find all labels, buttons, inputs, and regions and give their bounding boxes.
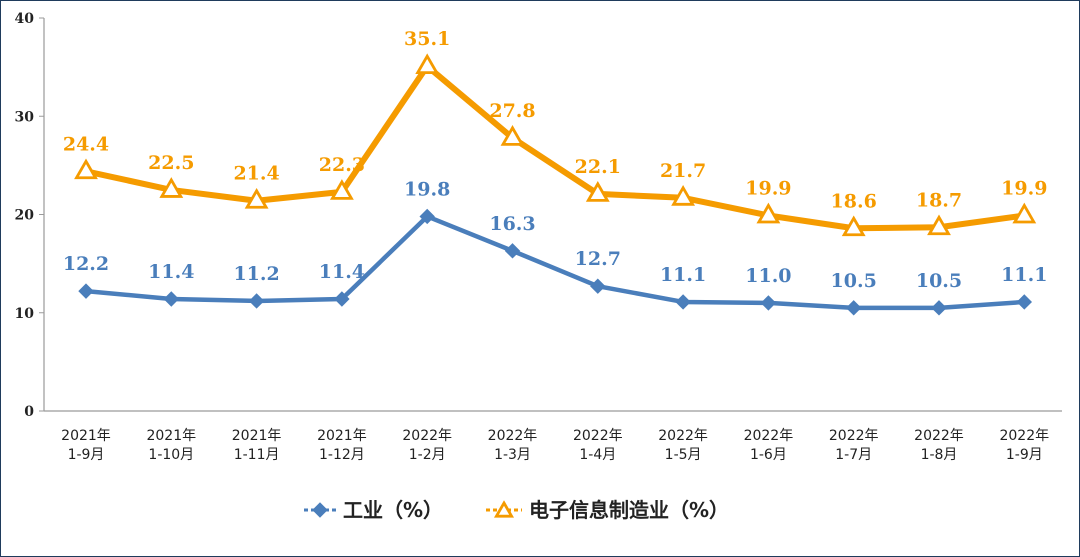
data-point-marker [419,208,435,225]
legend-marker-triangle [493,500,515,518]
legend-item-electronics: 电子信息制造业（%） [486,498,729,522]
data-label: 27.8 [489,100,535,122]
data-point-marker [504,243,521,259]
data-point-marker [74,158,98,180]
data-label: 11.1 [1001,264,1047,286]
data-label: 21.7 [660,160,706,182]
data-label: 22.1 [575,156,621,178]
x-tick-label: 2022年 1-9月 [999,428,1049,463]
x-tick-label: 2022年 1-2月 [402,428,452,463]
legend-label: 电子信息制造业（%） [529,498,729,522]
data-point-marker [78,283,94,299]
data-label: 22.3 [319,154,365,176]
data-point-marker [671,184,696,206]
y-tick-label: 20 [15,208,35,224]
data-point-marker [163,291,180,307]
data-point-marker [248,293,265,309]
data-label: 10.5 [916,270,962,292]
y-tick-label: 10 [15,306,35,322]
data-point-marker [500,125,525,146]
legend-item-industry: 工业（%） [304,498,443,522]
data-point-marker [585,181,610,202]
x-tick-label: 2022年 1-4月 [573,428,623,463]
x-tick-label: 2021年 1-10月 [146,428,196,463]
data-point-marker [931,300,947,316]
data-point-marker [675,294,691,310]
y-tick-label: 0 [24,404,34,420]
x-tick-label: 2022年 1-5月 [658,428,708,463]
series-line-2 [83,63,1028,232]
x-tick-label: 2021年 1-11月 [232,428,282,463]
data-point-marker [1016,294,1033,310]
data-label: 35.1 [404,28,450,50]
x-tick-label: 2021年 1-9月 [61,428,111,463]
data-label: 12.2 [63,253,109,275]
data-label: 22.5 [148,152,194,174]
legend-marker-diamond [312,502,328,518]
data-point-marker [159,177,184,198]
data-point-marker [841,215,866,237]
data-label: 16.3 [489,213,535,235]
data-point-marker [760,295,777,311]
data-label: 10.5 [831,270,877,292]
data-label: 18.7 [916,189,962,211]
y-tick-label: 30 [15,109,35,125]
data-point-marker [756,202,781,224]
x-tick-label: 2022年 1-6月 [744,428,794,463]
data-label: 19.9 [1001,177,1047,199]
data-label: 11.0 [745,265,791,287]
data-label: 12.7 [575,248,621,270]
data-label: 11.2 [233,263,279,285]
data-label: 11.4 [148,261,194,283]
y-tick-label: 40 [15,11,35,27]
data-label: 11.1 [660,264,706,286]
data-point-marker [244,187,269,209]
x-tick-label: 2021年 1-12月 [317,428,367,463]
x-tick-label: 2022年 1-8月 [914,428,964,463]
data-point-marker [334,291,350,307]
data-point-marker [415,53,440,75]
data-point-marker [845,300,862,316]
series-line-1 [83,214,1027,311]
data-point-marker [1012,202,1037,224]
x-tick-label: 2022年 1-3月 [488,428,538,463]
legend-label: 工业（%） [343,498,443,522]
data-label: 21.4 [233,163,279,185]
data-label: 24.4 [63,133,109,155]
data-label: 19.9 [745,177,791,199]
data-point-marker [329,179,354,200]
data-point-marker [927,214,951,236]
data-point-marker [590,278,606,294]
data-label: 18.6 [831,190,877,212]
data-label: 19.8 [404,178,450,200]
data-label: 11.4 [319,261,365,283]
x-tick-label: 2022年 1-7月 [829,428,879,463]
